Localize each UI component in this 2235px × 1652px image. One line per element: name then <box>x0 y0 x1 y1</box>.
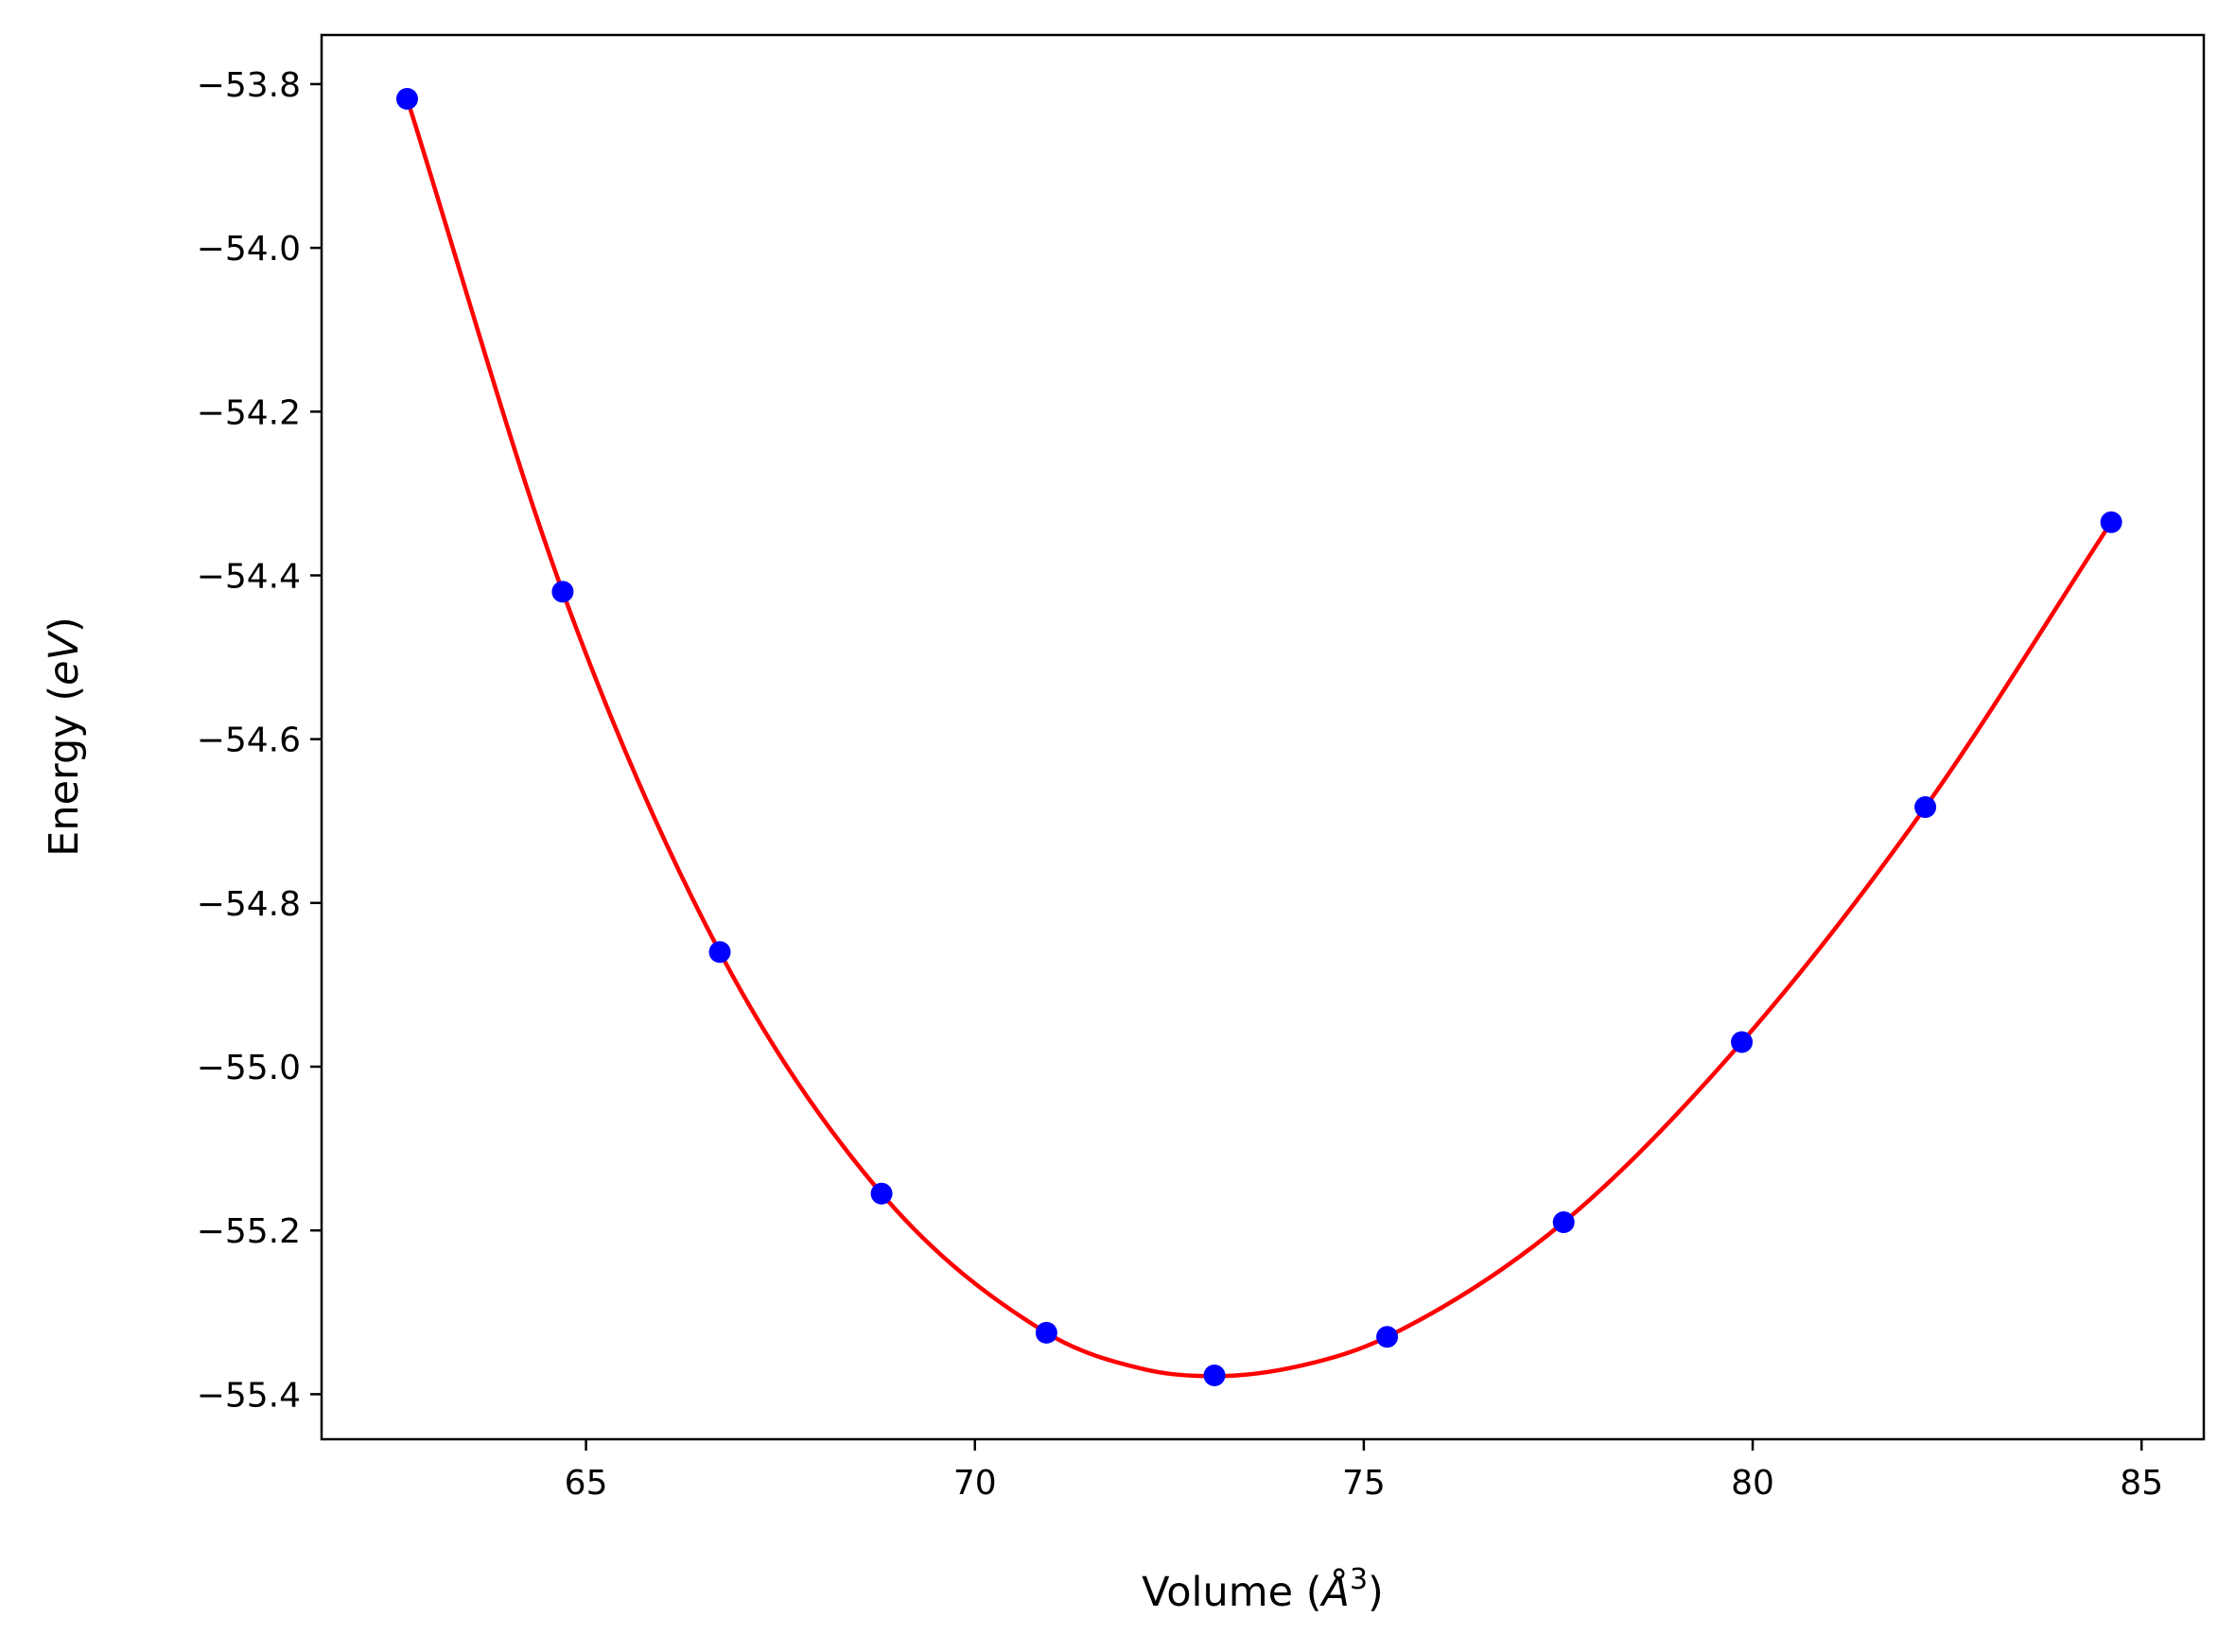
y-axis-label-suffix: ) <box>41 617 88 633</box>
y-tick-label: −55.0 <box>197 1049 301 1087</box>
y-tick-label: −54.8 <box>197 885 301 924</box>
y-axis-ticks: −53.8 −54.0 −54.2 −54.4 −54.6 −54.8 −55.0 −55.2… <box>197 66 322 1415</box>
data-point <box>1203 1364 1226 1386</box>
data-point <box>551 581 574 603</box>
x-tick-label: 85 <box>2120 1464 2163 1503</box>
data-point <box>870 1182 893 1205</box>
y-tick-label: −54.4 <box>197 557 301 596</box>
y-tick-label: −55.4 <box>197 1376 301 1415</box>
y-tick-label: −54.2 <box>197 393 301 432</box>
data-point <box>1376 1326 1399 1348</box>
data-points-layer <box>395 88 2122 1386</box>
x-axis-label-superscript: 3 <box>1350 1563 1368 1596</box>
y-axis-label-unit: eV <box>41 630 88 685</box>
y-axis-label-prefix: Energy ( <box>41 686 88 857</box>
y-tick-label: −55.2 <box>197 1212 301 1251</box>
y-tick-label: −53.8 <box>197 66 301 105</box>
data-point <box>2100 511 2122 533</box>
x-axis-label-prefix: Volume ( <box>1142 1569 1321 1616</box>
data-point <box>708 941 731 964</box>
x-tick-label: 80 <box>1731 1464 1774 1503</box>
x-tick-label: 70 <box>953 1464 997 1503</box>
y-tick-label: −54.6 <box>197 722 301 760</box>
y-tick-label: −54.0 <box>197 230 301 269</box>
x-axis-ticks: 65 70 75 80 85 <box>565 1439 2163 1503</box>
x-tick-label: 75 <box>1342 1464 1386 1503</box>
fit-curve <box>405 97 2114 1379</box>
x-axis-label: Volume (Å3) <box>1142 1563 1384 1616</box>
data-point <box>1731 1031 1754 1053</box>
x-axis-label-symbol: Å <box>1319 1568 1350 1616</box>
x-tick-label: 65 <box>565 1464 608 1503</box>
plot-frame <box>320 33 2206 1441</box>
data-point <box>1035 1321 1057 1344</box>
fit-curve-layer <box>405 97 2114 1379</box>
data-point <box>1914 796 1937 819</box>
data-point <box>395 88 418 111</box>
y-axis-label: Energy (eV) <box>41 617 88 857</box>
data-point <box>1552 1211 1575 1234</box>
x-axis-label-suffix: ) <box>1368 1569 1384 1616</box>
plot-area <box>322 35 2204 1439</box>
